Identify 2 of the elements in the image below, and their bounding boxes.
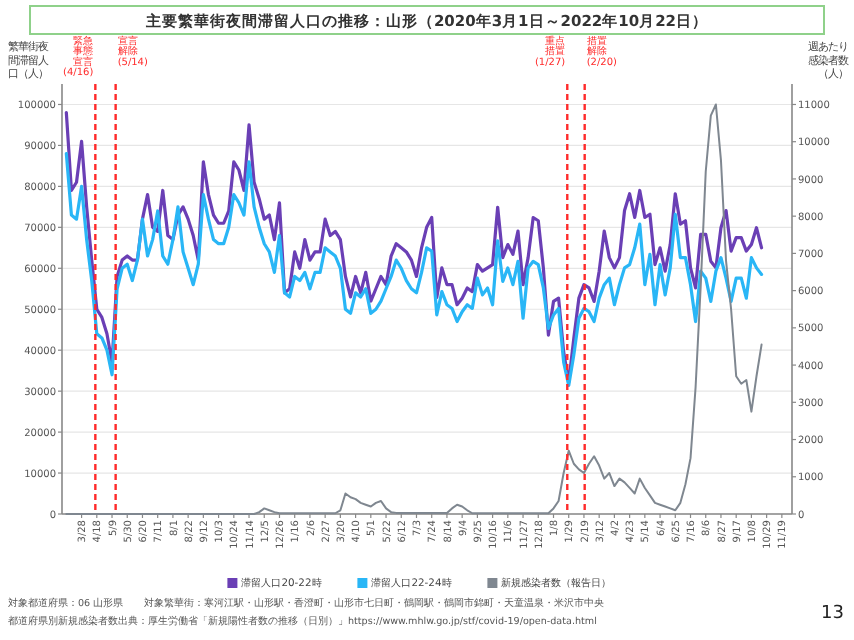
text: 13 (821, 604, 844, 624)
line-series (64, 152, 764, 387)
